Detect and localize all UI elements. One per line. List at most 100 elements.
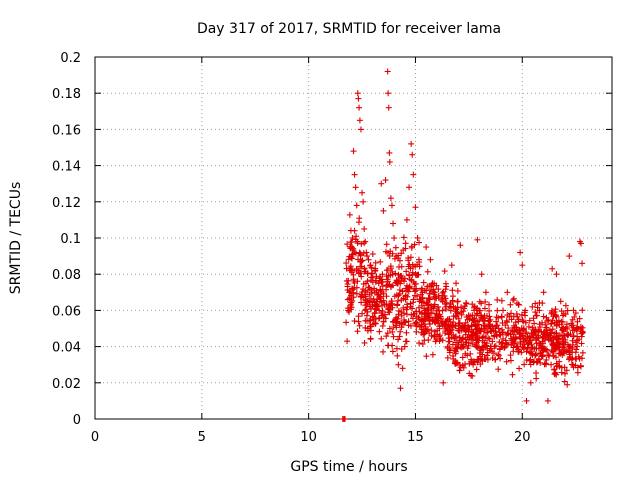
data-point <box>346 295 353 302</box>
data-point <box>422 313 429 320</box>
data-point <box>459 335 466 342</box>
data-point <box>399 274 406 281</box>
data-point <box>443 283 450 290</box>
data-point <box>548 338 555 345</box>
data-point <box>412 204 419 211</box>
data-point <box>470 304 477 311</box>
data-point <box>486 307 493 314</box>
data-point <box>379 322 386 329</box>
data-point <box>473 329 480 336</box>
data-point <box>520 336 527 343</box>
data-point <box>508 310 515 317</box>
data-point <box>409 305 416 312</box>
data-point <box>380 348 387 355</box>
data-point <box>453 314 460 321</box>
data-point <box>374 292 381 299</box>
data-point <box>476 298 483 305</box>
data-point <box>360 286 367 293</box>
data-point <box>548 310 555 317</box>
data-point <box>432 328 439 335</box>
data-point <box>393 279 400 286</box>
data-point <box>563 348 570 355</box>
data-point <box>343 260 350 267</box>
data-point <box>385 104 392 111</box>
data-point <box>369 250 376 257</box>
data-point <box>361 268 368 275</box>
data-point <box>516 330 523 337</box>
data-point <box>449 322 456 329</box>
data-point <box>428 332 435 339</box>
data-point <box>409 151 416 158</box>
data-point <box>416 263 423 270</box>
data-point <box>433 295 440 302</box>
data-point <box>384 276 391 283</box>
data-point <box>441 268 448 275</box>
data-point <box>354 240 361 247</box>
data-point <box>527 361 534 368</box>
data-point <box>415 304 422 311</box>
data-point <box>514 343 521 350</box>
data-point <box>435 313 442 320</box>
data-point <box>367 317 374 324</box>
data-point <box>427 256 434 263</box>
data-point <box>515 318 522 325</box>
data-point <box>552 369 559 376</box>
data-point <box>357 126 364 133</box>
data-point <box>551 330 558 337</box>
data-point <box>470 317 477 324</box>
data-point <box>567 353 574 360</box>
data-point <box>413 313 420 320</box>
y-tick-label: 0 <box>73 413 81 428</box>
data-point <box>371 309 378 316</box>
data-point <box>533 335 540 342</box>
data-point <box>431 318 438 325</box>
y-tick-labels: 0 0.02 0.04 0.06 0.08 0.1 0.12 0.14 0.16 0.18 0.2 <box>52 51 81 428</box>
y-tick-label: 0.2 <box>60 51 81 66</box>
data-point <box>369 301 376 308</box>
data-point <box>494 296 501 303</box>
data-point <box>475 337 482 344</box>
data-point <box>383 293 390 300</box>
data-point <box>425 296 432 303</box>
data-point <box>537 324 544 331</box>
data-point <box>572 310 579 317</box>
data-point <box>510 295 517 302</box>
data-point <box>361 225 368 232</box>
data-point <box>356 104 363 111</box>
data-point <box>536 339 543 346</box>
data-point <box>538 328 545 335</box>
data-point <box>468 336 475 343</box>
data-point <box>574 369 581 376</box>
data-point <box>406 271 413 278</box>
data-point <box>401 275 408 282</box>
data-point <box>553 344 560 351</box>
data-point <box>384 68 391 75</box>
data-point <box>449 293 456 300</box>
data-point <box>477 361 484 368</box>
data-point <box>401 317 408 324</box>
data-point <box>413 319 420 326</box>
data-point <box>368 264 375 271</box>
data-point <box>473 366 480 373</box>
data-point <box>572 349 579 356</box>
data-point <box>515 326 522 333</box>
data-point <box>487 345 494 352</box>
data-point <box>529 303 536 310</box>
data-point <box>373 306 380 313</box>
data-point <box>533 312 540 319</box>
data-point <box>482 342 489 349</box>
data-point <box>349 286 356 293</box>
data-point <box>509 371 516 378</box>
data-point <box>538 344 545 351</box>
data-point <box>523 348 530 355</box>
data-point <box>579 349 586 356</box>
data-point <box>387 195 394 202</box>
data-point <box>386 252 393 259</box>
data-point <box>456 327 463 334</box>
data-point <box>532 309 539 316</box>
data-point <box>471 359 478 366</box>
data-point <box>452 323 459 330</box>
data-point <box>363 306 370 313</box>
data-point <box>416 239 423 246</box>
data-point <box>376 328 383 335</box>
